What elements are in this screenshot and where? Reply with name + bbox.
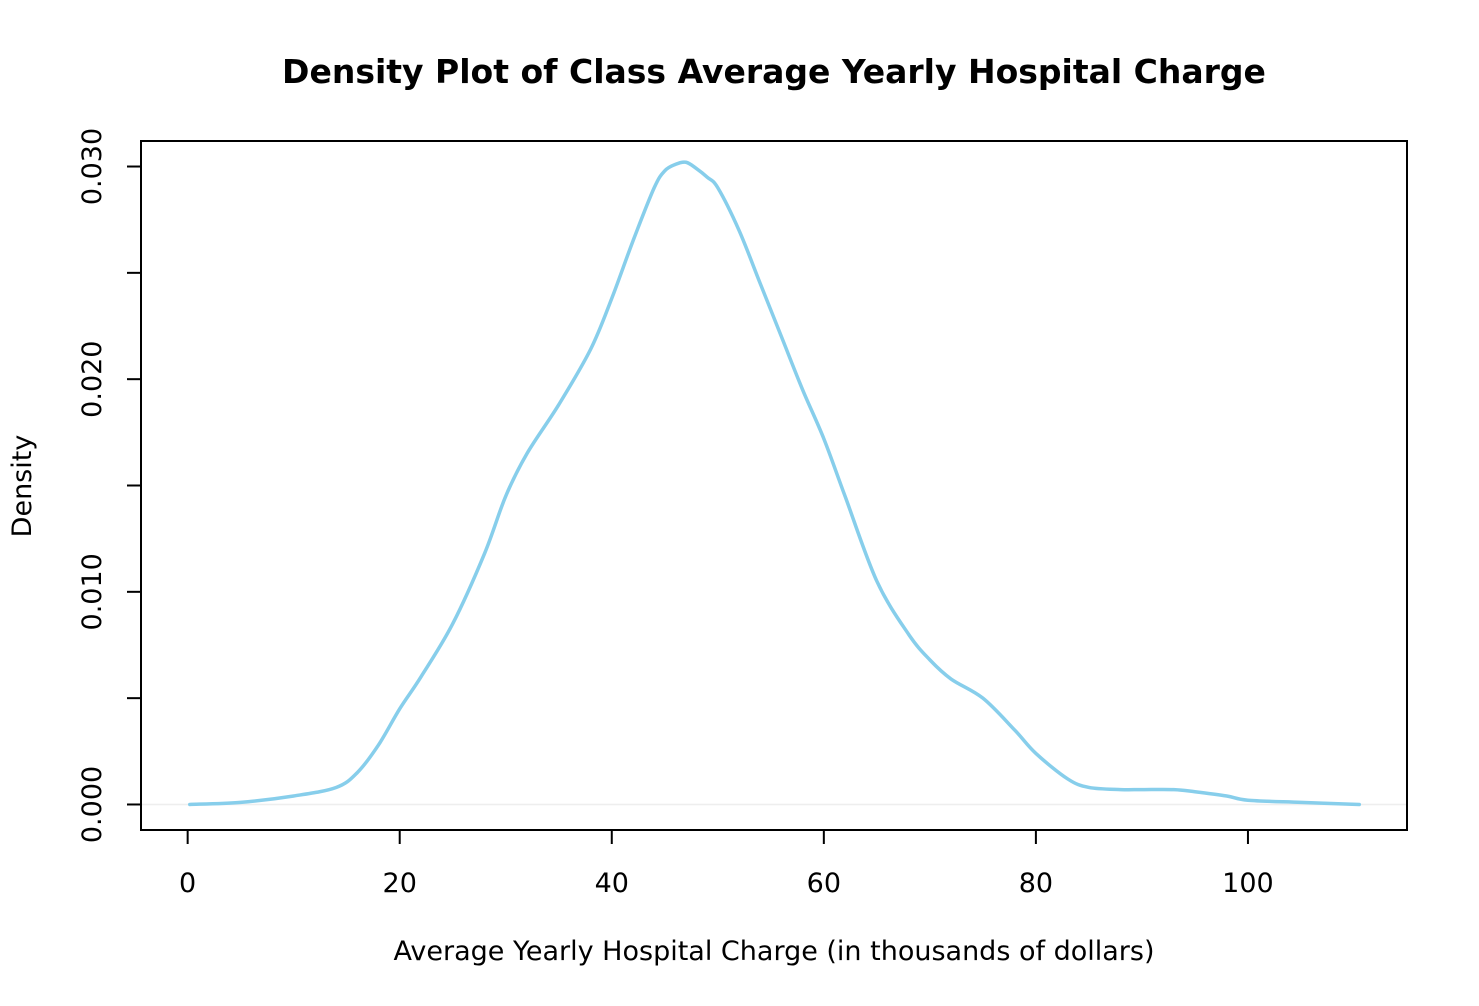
x-tick-label: 20 (383, 868, 417, 899)
x-tick-label: 80 (1019, 868, 1053, 899)
x-tick-label: 0 (179, 868, 196, 899)
x-tick-label: 100 (1222, 868, 1274, 899)
y-tick-label: 0.010 (77, 553, 108, 630)
y-axis: 0.000 0.010 0.020 0.030 (77, 128, 142, 843)
plot-frame (140, 140, 1408, 831)
x-tick-label: 60 (807, 868, 841, 899)
y-tick-label: 0.020 (77, 341, 108, 418)
density-line (188, 160, 1362, 807)
y-tick-label: 0.000 (77, 766, 108, 843)
x-axis: 0 20 40 60 80 100 (179, 829, 1274, 899)
chart-title: Density Plot of Class Average Yearly Hos… (282, 52, 1266, 91)
x-tick-label: 40 (595, 868, 629, 899)
y-tick-label: 0.030 (77, 128, 108, 205)
y-axis-label: Density (7, 435, 38, 538)
x-axis-label: Average Yearly Hospital Charge (in thous… (394, 936, 1155, 967)
